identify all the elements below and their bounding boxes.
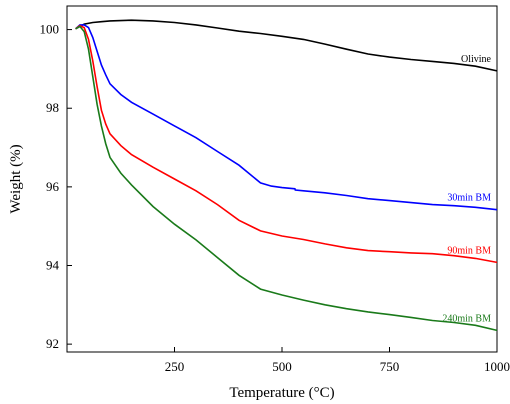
x-tick-label: 500 xyxy=(272,359,292,374)
series-label-2: 90min BM xyxy=(447,245,491,256)
plot-frame xyxy=(66,5,498,353)
curves-layer xyxy=(75,19,498,332)
y-tick-label: 92 xyxy=(46,336,59,351)
series-label-1: 30min BM xyxy=(447,193,491,204)
series-line-1 xyxy=(75,24,498,211)
x-tick-label: 750 xyxy=(380,359,400,374)
series-line-3 xyxy=(75,25,498,332)
y-tick-label: 96 xyxy=(46,179,60,194)
x-tick-label: 250 xyxy=(165,359,185,374)
series-label-3: 240min BM xyxy=(442,313,491,324)
series-line-0 xyxy=(75,19,498,72)
y-axis-title: Weight (%) xyxy=(8,144,24,213)
series-labels: Olivine 30min BM 90min BM 240min BM xyxy=(442,54,491,325)
y-tick-label: 98 xyxy=(46,100,59,115)
y-tick-label: 94 xyxy=(46,258,60,273)
x-axis-title: Temperature (°C) xyxy=(229,385,334,401)
y-axis-ticks: 92 94 96 98 100 xyxy=(40,22,72,351)
x-axis-ticks: 250 500 750 1000 xyxy=(165,347,510,374)
series-line-2 xyxy=(75,24,498,264)
y-tick-label: 100 xyxy=(40,22,60,37)
x-tick-label: 1000 xyxy=(484,359,510,374)
series-label-0: Olivine xyxy=(461,54,492,65)
